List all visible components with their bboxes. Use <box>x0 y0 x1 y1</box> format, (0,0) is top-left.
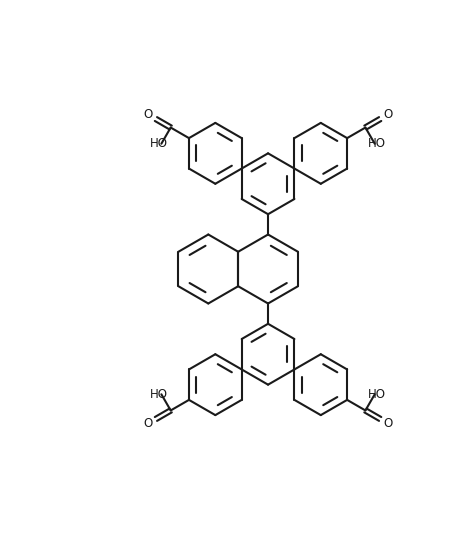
Text: O: O <box>382 108 391 121</box>
Text: O: O <box>143 108 152 121</box>
Text: HO: HO <box>367 137 385 150</box>
Text: HO: HO <box>367 388 385 401</box>
Text: HO: HO <box>150 137 168 150</box>
Text: O: O <box>143 417 152 430</box>
Text: HO: HO <box>150 388 168 401</box>
Text: O: O <box>382 417 391 430</box>
